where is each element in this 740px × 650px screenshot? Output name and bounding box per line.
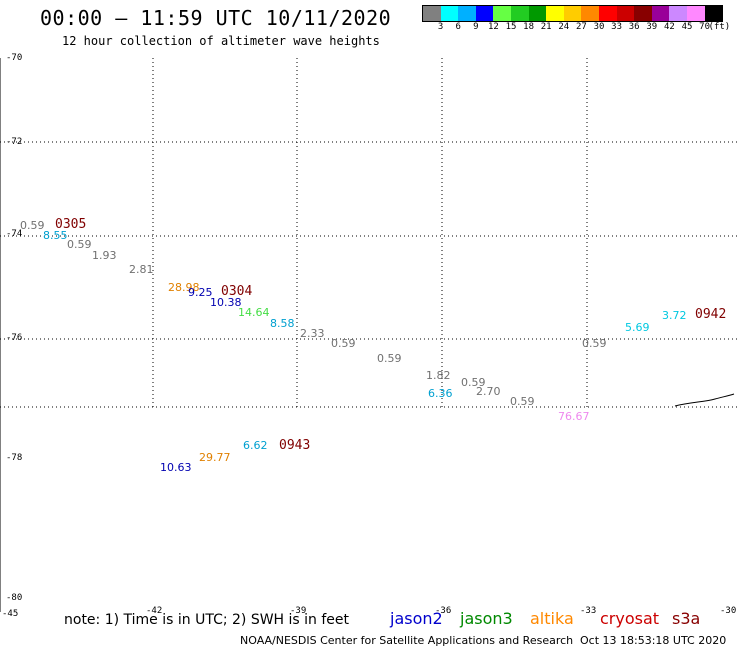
pass-time-label: 0304 (221, 284, 253, 299)
generated-timestamp: Oct 13 18:53:18 UTC 2020 (580, 634, 727, 647)
wave-height-value: 0.59 (510, 395, 535, 408)
colorbar-swatch (546, 6, 564, 21)
colorbar-swatch (510, 6, 529, 21)
wave-height-value: 5.69 (625, 321, 650, 334)
wave-height-value: 9.25 (188, 286, 213, 299)
satellite-legend-cryosat: cryosat (600, 609, 660, 628)
colorbar-swatch (423, 6, 441, 21)
colorbar-label: 45 (681, 22, 693, 32)
colorbar-label: 70 (699, 22, 711, 32)
wave-height-value: 0.59 (377, 352, 402, 365)
colorbar-swatch (475, 6, 494, 21)
wave-height-value: 0.59 (20, 219, 45, 232)
lon-label: -39 (290, 606, 307, 616)
wave-height-value: 1.82 (426, 369, 451, 382)
colorbar-swatch (704, 6, 723, 21)
lat-label: -80 (6, 593, 23, 603)
satellite-legend-jason3: jason3 (460, 609, 513, 628)
wave-height-value: 76.67 (558, 410, 590, 423)
colorbar-label: 3 (437, 22, 444, 32)
map-title: 00:00 – 11:59 UTC 10/11/2020 (40, 6, 392, 30)
colorbar-label: 39 (646, 22, 658, 32)
colorbar-label: (ft) (708, 22, 731, 32)
lon-label: -45 (2, 609, 19, 619)
wave-height-value: 6.62 (243, 439, 268, 452)
wave-height-value: 3.72 (662, 309, 687, 322)
pass-time-label: 0943 (279, 438, 311, 453)
wave-height-value: 2.33 (300, 327, 325, 340)
colorbar-swatch (493, 6, 511, 21)
wave-height-value: 29.77 (199, 451, 231, 464)
wave-height-value: 8.58 (270, 317, 295, 330)
lon-label: -42 (146, 606, 163, 616)
wave-height-value: 1.93 (92, 249, 117, 262)
colorbar-swatch (458, 6, 476, 21)
colorbar-label: 12 (487, 22, 499, 32)
colorbar-label: 33 (611, 22, 623, 32)
lat-label: -70 (6, 53, 23, 63)
colorbar-swatch (598, 6, 617, 21)
wave-height-value: 0.59 (67, 238, 92, 251)
colorbar-label: 30 (593, 22, 605, 32)
wave-height-value: 8.55 (43, 229, 68, 242)
lat-label: -74 (6, 229, 23, 239)
lat-label: -76 (6, 333, 23, 343)
wave-height-value: 28.98 (168, 281, 200, 294)
wave-height-value: 10.38 (210, 296, 242, 309)
colorbar-label: 21 (540, 22, 552, 32)
colorbar-swatch (581, 6, 599, 21)
lat-label: -72 (6, 137, 23, 147)
colorbar-swatch (651, 6, 670, 21)
pass-time-label: 0942 (695, 307, 727, 322)
wave-height-value: 2.81 (129, 263, 154, 276)
colorbar-swatch (563, 6, 582, 21)
map-subtitle: 12 hour collection of altimeter wave hei… (62, 34, 380, 48)
colorbar-label: 6 (455, 22, 461, 32)
wave-height-value: 0.59 (331, 337, 356, 350)
satellite-legend-jason2: jason2 (390, 609, 443, 628)
lon-label: -33 (580, 606, 597, 616)
colorbar-label: 36 (628, 22, 640, 32)
colorbar-label: 24 (558, 22, 570, 32)
wave-height-value: 0.59 (461, 376, 486, 389)
colorbar-label: 9 (473, 22, 479, 32)
wave-height-value: 10.63 (160, 461, 192, 474)
lat-label: -78 (6, 453, 23, 463)
colorbar-swatch (616, 6, 635, 21)
satellite-legend-s3a: s3a (672, 609, 701, 628)
lon-label: -36 (435, 606, 452, 616)
pass-time-label: 0305 (55, 217, 87, 232)
colorbar-swatch (686, 6, 705, 21)
wave-height-value: 6.36 (428, 387, 453, 400)
colorbar-swatch (440, 6, 459, 21)
wave-height-value: 2.70 (476, 385, 501, 398)
satellite-legend-altika: altika (530, 609, 574, 628)
footer-note: note: 1) Time is in UTC; 2) SWH is in fe… (64, 612, 350, 628)
colorbar-legend (422, 5, 724, 22)
colorbar-label: 42 (663, 22, 675, 32)
colorbar-label: 15 (505, 22, 517, 32)
colorbar-swatch (669, 6, 687, 21)
colorbar-label: 27 (575, 22, 587, 32)
colorbar-label: 18 (523, 22, 535, 32)
credit-line: NOAA/NESDIS Center for Satellite Applica… (240, 634, 574, 647)
lon-label: -30 (720, 606, 737, 616)
wave-height-value: 14.64 (238, 306, 270, 319)
colorbar-swatch (528, 6, 547, 21)
wave-height-value: 0.59 (582, 337, 607, 350)
coastline (674, 393, 735, 407)
colorbar-swatch (634, 6, 652, 21)
